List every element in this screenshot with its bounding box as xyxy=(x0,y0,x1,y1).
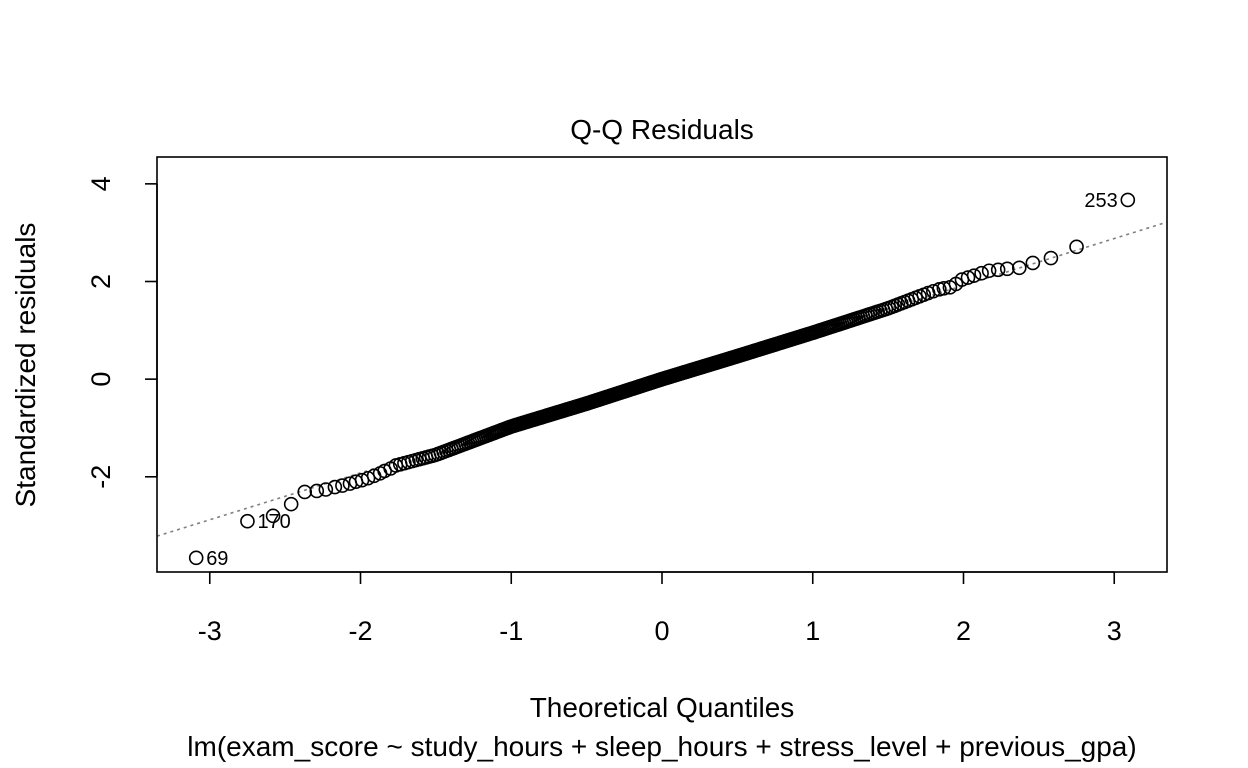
data-point xyxy=(1025,255,1041,271)
data-point xyxy=(926,283,941,299)
data-point xyxy=(283,496,299,512)
y-tick-label: -2 xyxy=(86,465,116,489)
x-axis-label: Theoretical Quantiles xyxy=(530,692,795,723)
plot-frame xyxy=(156,156,1168,573)
data-point xyxy=(932,282,947,297)
data-point xyxy=(327,479,343,495)
chart-subtitle: lm(exam_score ~ study_hours + sleep_hour… xyxy=(187,731,1136,762)
data-point xyxy=(309,483,325,499)
point-label-170: 170 xyxy=(257,511,290,533)
point-label-69: 69 xyxy=(206,548,228,570)
data-point xyxy=(990,262,1006,278)
data-point xyxy=(1120,192,1136,208)
data-point xyxy=(960,270,976,285)
x-tick-label: -2 xyxy=(348,616,372,646)
point-label-253: 253 xyxy=(1084,190,1117,212)
x-tick-label: 0 xyxy=(654,616,669,646)
data-point xyxy=(342,476,358,491)
x-axis: -3 -2 -1 0 1 2 3 xyxy=(198,571,1122,646)
y-tick-label: 0 xyxy=(86,372,116,387)
data-point xyxy=(318,482,334,497)
data-point xyxy=(981,263,997,279)
x-tick-label: -1 xyxy=(499,616,523,646)
data-point xyxy=(974,265,989,281)
data-point xyxy=(942,280,958,295)
reference-line xyxy=(156,221,1168,537)
points-layer xyxy=(188,192,1136,566)
data-point xyxy=(297,484,313,500)
data-point xyxy=(188,550,204,566)
x-tick-label: 1 xyxy=(805,616,820,646)
y-axis-label: Standardized residuals xyxy=(10,223,41,508)
y-axis: -2 0 2 4 xyxy=(86,176,158,489)
data-point xyxy=(348,474,364,489)
x-tick-label: 2 xyxy=(956,616,971,646)
x-tick-label: 3 xyxy=(1107,616,1122,646)
x-tick-label: -3 xyxy=(198,616,222,646)
y-tick-label: 4 xyxy=(86,176,116,191)
data-point xyxy=(1069,239,1084,255)
plot-area: 253 170 69 xyxy=(156,156,1168,573)
data-point xyxy=(265,508,281,524)
data-point xyxy=(999,261,1015,277)
data-point xyxy=(240,513,255,529)
data-point xyxy=(335,478,350,493)
y-tick-label: 2 xyxy=(86,274,116,289)
chart-title: Q-Q Residuals xyxy=(570,114,754,145)
data-point xyxy=(1043,250,1059,266)
point-labels-layer: 253 170 69 xyxy=(206,190,1118,570)
data-point xyxy=(1011,260,1027,276)
